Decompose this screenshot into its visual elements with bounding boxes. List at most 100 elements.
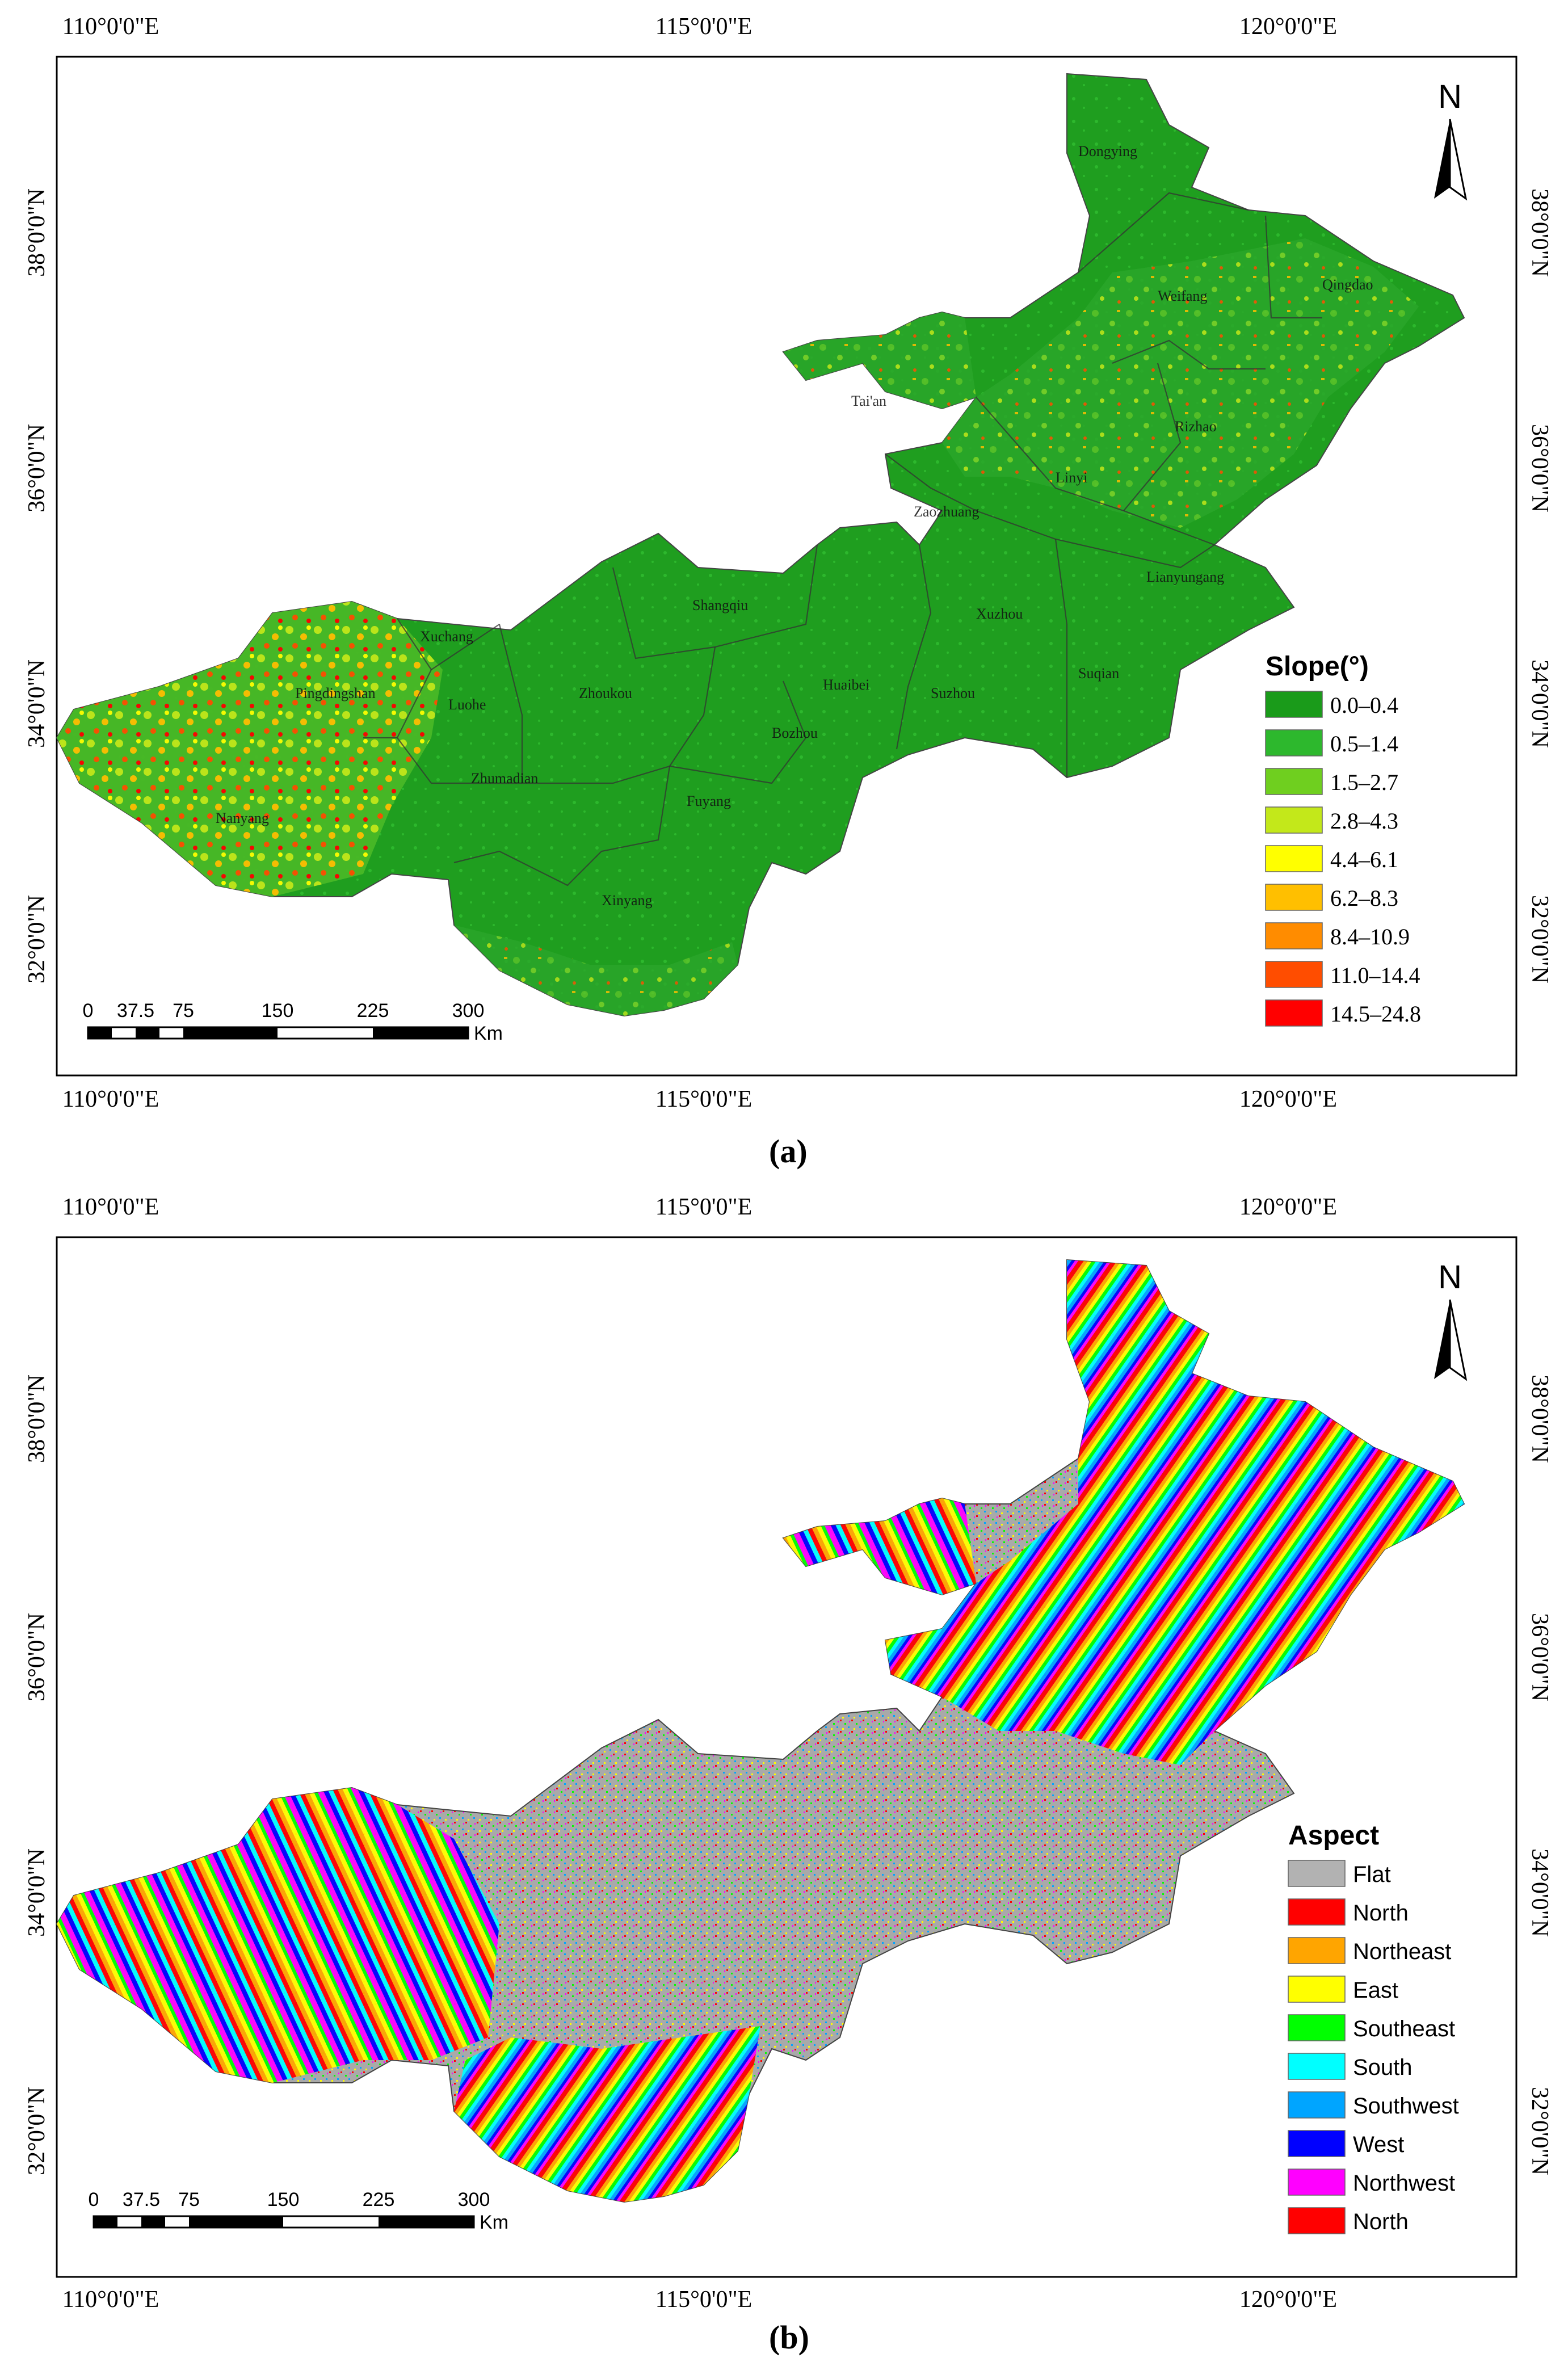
city-labels: Dongying Weifang Qingdao Tai'an Rizhao L… (216, 143, 1373, 909)
x-tick-label: 115°0'0"E (655, 1086, 753, 1112)
scale-label: 37.5 (123, 2189, 160, 2210)
panel-caption: (a) (769, 1133, 808, 1170)
legend-label: South (1353, 2055, 1413, 2080)
legend-swatch (1265, 884, 1323, 911)
legend-swatch (1265, 691, 1323, 718)
admin-boundaries (363, 192, 1322, 886)
aspect-map-svg: 110°0'0"E 115°0'0"E 120°0'0"E 110°0'0"E … (24, 1194, 1553, 2313)
scale-label: 0 (89, 2189, 99, 2210)
x-tick-label: 120°0'0"E (1239, 2287, 1337, 2313)
x-tick-label: 120°0'0"E (1239, 14, 1337, 40)
legend-label: North (1353, 2209, 1409, 2234)
y-tick-label: 34°0'0"N (24, 659, 50, 748)
scale-label: 300 (452, 1000, 485, 1022)
x-tick-label: 110°0'0"E (62, 1194, 159, 1220)
scale-label: 150 (262, 1000, 294, 1022)
scale-unit: Km (480, 2212, 508, 2233)
legend-swatch (1288, 1898, 1346, 1926)
city-label: Qingdao (1322, 276, 1373, 293)
legend-swatch (1265, 768, 1323, 795)
city-label: Nanyang (216, 810, 269, 826)
legend-label: 0.0–0.4 (1330, 692, 1398, 718)
legend-label: 4.4–6.1 (1330, 847, 1398, 872)
panel-aspect: 110°0'0"E 115°0'0"E 120°0'0"E 110°0'0"E … (0, 1180, 1568, 2366)
hilly-west (57, 602, 443, 897)
scale-label: 225 (363, 2189, 395, 2210)
city-label: Suqian (1078, 665, 1119, 682)
legend-swatch (1288, 2014, 1346, 2041)
legend-label: North (1353, 1901, 1409, 1926)
x-tick-label: 110°0'0"E (62, 2287, 159, 2313)
aspect-west (57, 1788, 499, 2083)
legend-label: Flat (1353, 1862, 1391, 1887)
city-label: Zhumadian (471, 770, 538, 787)
legend-slope: Slope(°) 0.0–0.4 0.5–1.4 1.5–2.7 2.8–4.3 4.4… (1265, 652, 1421, 1027)
y-tick-label: 34°0'0"N (24, 1848, 50, 1937)
y-tick-labels-right: 38°0'0"N 36°0'0"N 34°0'0"N 32°0'0"N (1527, 1375, 1553, 2175)
legend-items: Flat North Northeast East Southeast South Sout… (1288, 1860, 1459, 2234)
legend-label: West (1353, 2132, 1404, 2157)
city-label: Xuzhou (976, 606, 1023, 622)
legend-label: Northwest (1353, 2171, 1455, 2196)
legend-swatch (1288, 2207, 1346, 2234)
x-tick-label: 115°0'0"E (655, 2287, 753, 2313)
map-frame (56, 56, 1517, 1077)
y-tick-label: 32°0'0"N (1527, 895, 1553, 984)
north-arrow-icon: N (1434, 1259, 1468, 1381)
x-tick-label: 115°0'0"E (655, 14, 753, 40)
scale-bar: 0 37.5 75 150 225 300 Km (89, 2189, 508, 2233)
legend-label: 0.5–1.4 (1330, 731, 1398, 757)
legend-title: Aspect (1288, 1821, 1379, 1851)
legend-label: 11.0–14.4 (1330, 963, 1420, 988)
city-label: Xuchang (420, 628, 473, 645)
city-label: Dongying (1078, 143, 1137, 159)
y-tick-label: 32°0'0"N (1527, 2087, 1553, 2175)
scale-bar: 0 37.5 75 150 225 300 Km (83, 1000, 503, 1044)
legend-swatch (1288, 2169, 1346, 2196)
x-tick-label: 120°0'0"E (1239, 1086, 1337, 1112)
legend-swatch (1265, 806, 1323, 834)
legend-label: 6.2–8.3 (1330, 885, 1398, 911)
panel-caption: (b) (769, 2319, 809, 2356)
scale-label: 75 (173, 1000, 194, 1022)
y-tick-label: 36°0'0"N (24, 424, 50, 512)
y-tick-label: 36°0'0"N (1527, 424, 1553, 512)
scale-label: 225 (357, 1000, 389, 1022)
aspect-taian (783, 1498, 976, 1595)
legend-items: 0.0–0.4 0.5–1.4 1.5–2.7 2.8–4.3 4.4–6.1 6.2–8… (1265, 691, 1421, 1027)
y-tick-label: 34°0'0"N (1527, 1848, 1553, 1937)
scale-label: 150 (267, 2189, 300, 2210)
x-tick-label: 115°0'0"E (655, 1194, 753, 1220)
x-tick-label: 110°0'0"E (62, 1086, 159, 1112)
y-tick-label: 38°0'0"N (1527, 188, 1553, 277)
map-frame (56, 1236, 1517, 2278)
scale-label: 75 (178, 2189, 200, 2210)
legend-swatch (1288, 1976, 1346, 2003)
city-label: Lianyungang (1146, 569, 1224, 585)
y-tick-label: 32°0'0"N (24, 2087, 50, 2175)
legend-swatch (1288, 2053, 1346, 2080)
legend-title: Slope(°) (1266, 652, 1369, 682)
legend-label: 2.8–4.3 (1330, 808, 1398, 834)
x-tick-labels-bottom: 110°0'0"E 115°0'0"E 120°0'0"E (62, 1086, 1337, 1112)
hilly-shandong (942, 238, 1419, 528)
y-tick-label: 34°0'0"N (1527, 659, 1553, 748)
legend-label: East (1353, 1978, 1398, 2003)
city-label: Luohe (448, 696, 486, 713)
city-label: Suzhou (931, 685, 975, 701)
aspect-east (885, 1260, 1464, 1765)
hilly-taian (783, 312, 976, 409)
scale-unit: Km (474, 1023, 503, 1044)
y-tick-labels-left: 38°0'0"N 36°0'0"N 34°0'0"N 32°0'0"N (24, 188, 50, 984)
legend-label: Southeast (1353, 2016, 1455, 2041)
y-tick-label: 38°0'0"N (24, 1375, 50, 1463)
city-label: Weifang (1158, 288, 1207, 304)
legend-label: Southwest (1353, 2094, 1459, 2119)
scale-label: 0 (83, 1000, 94, 1022)
legend-label: 1.5–2.7 (1330, 770, 1398, 795)
legend-swatch (1265, 961, 1323, 988)
city-label: Bozhou (772, 725, 818, 741)
city-label: Pingdingshan (295, 685, 376, 701)
y-tick-labels-right: 38°0'0"N 36°0'0"N 34°0'0"N 32°0'0"N (1527, 188, 1553, 984)
y-tick-label: 32°0'0"N (24, 895, 50, 984)
